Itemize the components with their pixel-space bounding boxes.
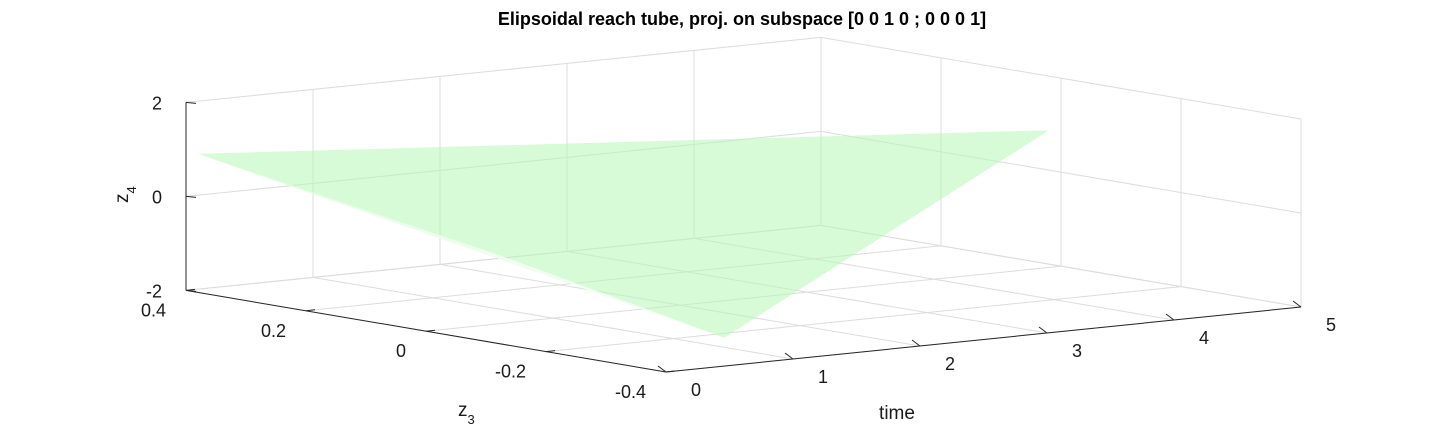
grid-line-floor-z3 (545, 286, 1182, 353)
y-tick (425, 329, 436, 332)
tick-marks (185, 101, 1302, 373)
z-tick-label: -2 (146, 281, 162, 301)
y-tick-label: 0.2 (261, 321, 286, 341)
x-tick-label: 4 (1199, 328, 1209, 348)
chart-title: Elipsoidal reach tube, proj. on subspace… (498, 9, 986, 29)
tick-labels: 0 1 2 3 4 5 0.4 0.2 0 -0.2 -0.4 2 0 -2 (141, 93, 1336, 402)
x-tick (784, 352, 794, 360)
y-tick-label: 0 (396, 341, 406, 361)
x-tick (1038, 326, 1048, 334)
grid-line-side-z (820, 36, 1302, 120)
x-tick (1292, 300, 1302, 308)
x-tick-label: 5 (1326, 315, 1336, 335)
y-tick-label: -0.4 (615, 382, 646, 402)
x-axis-label: time (879, 403, 915, 424)
x-tick-label: 1 (818, 367, 828, 387)
x-tick-label: 0 (691, 380, 701, 400)
z-tick (185, 195, 197, 198)
y-axis-label: z3 (458, 400, 475, 427)
x-tick (657, 365, 667, 373)
x-tick-label: 2 (945, 354, 955, 374)
reach-tube-surface (198, 130, 1049, 338)
x-axis-line (665, 306, 1302, 373)
grid-line-back-z (185, 36, 822, 103)
tube-face-lower (198, 153, 725, 338)
y-tick (545, 350, 556, 353)
tube-face-top (198, 130, 1049, 338)
y-tick-label: 0.4 (141, 300, 166, 320)
y-tick (665, 370, 676, 373)
x-tick (911, 339, 921, 347)
y-tick (305, 309, 316, 312)
z-tick-label: 0 (152, 187, 162, 207)
x-tick-label: 3 (1072, 341, 1082, 361)
z-tick (185, 289, 197, 292)
x-tick (1165, 313, 1175, 321)
z-axis-label: z4 (112, 186, 139, 203)
y-tick-label: -0.2 (495, 362, 526, 382)
z-tick-label: 2 (152, 93, 162, 113)
z-tick (185, 101, 197, 104)
